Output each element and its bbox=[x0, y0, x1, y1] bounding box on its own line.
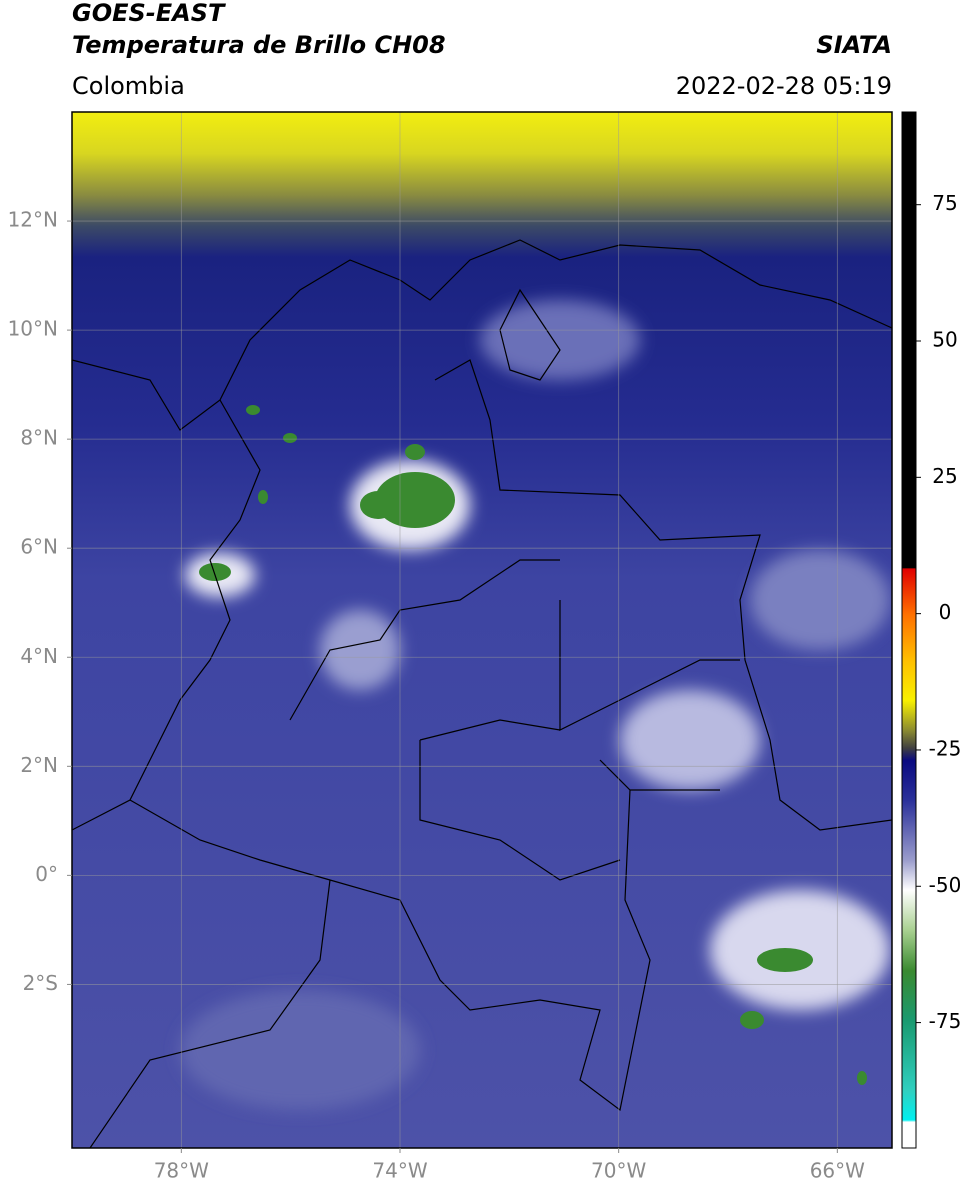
y-tick-label: 2°S bbox=[23, 971, 58, 995]
grid bbox=[72, 112, 892, 1148]
datetime: 2022-02-28 05:19 bbox=[676, 72, 892, 100]
colorbar bbox=[901, 111, 917, 1149]
map-frame bbox=[71, 111, 893, 1149]
colorbar-label: 75 bbox=[932, 191, 957, 215]
y-tick-label: 0° bbox=[35, 862, 58, 886]
colorbar-label: -50 bbox=[929, 873, 962, 897]
colorbar-label: 0 bbox=[939, 600, 952, 624]
y-tick-label: 4°N bbox=[20, 644, 58, 668]
y-tick-label: 10°N bbox=[8, 317, 58, 341]
colorbar-label: 25 bbox=[932, 464, 957, 488]
source: SIATA bbox=[816, 31, 892, 59]
x-tick-label: 78°W bbox=[154, 1159, 209, 1183]
y-tick-label: 2°N bbox=[20, 753, 58, 777]
title: GOES-EAST bbox=[72, 0, 226, 27]
colorbar-label: 50 bbox=[932, 328, 957, 352]
colorbar-label: -75 bbox=[929, 1009, 962, 1033]
y-tick-label: 6°N bbox=[20, 535, 58, 559]
y-tick-label: 8°N bbox=[20, 426, 58, 450]
cold-tops bbox=[199, 405, 867, 1085]
x-tick-label: 74°W bbox=[372, 1159, 427, 1183]
region: Colombia bbox=[72, 72, 185, 100]
colorbar-label: -25 bbox=[929, 736, 962, 760]
clouds bbox=[180, 300, 890, 1110]
y-tick-label: 12°N bbox=[8, 208, 58, 232]
subtitle: Temperatura de Brillo CH08 bbox=[72, 31, 446, 59]
x-tick-label: 66°W bbox=[810, 1159, 865, 1183]
borders bbox=[72, 239, 892, 1148]
x-tick-label: 70°W bbox=[591, 1159, 646, 1183]
map-image bbox=[72, 112, 892, 1148]
